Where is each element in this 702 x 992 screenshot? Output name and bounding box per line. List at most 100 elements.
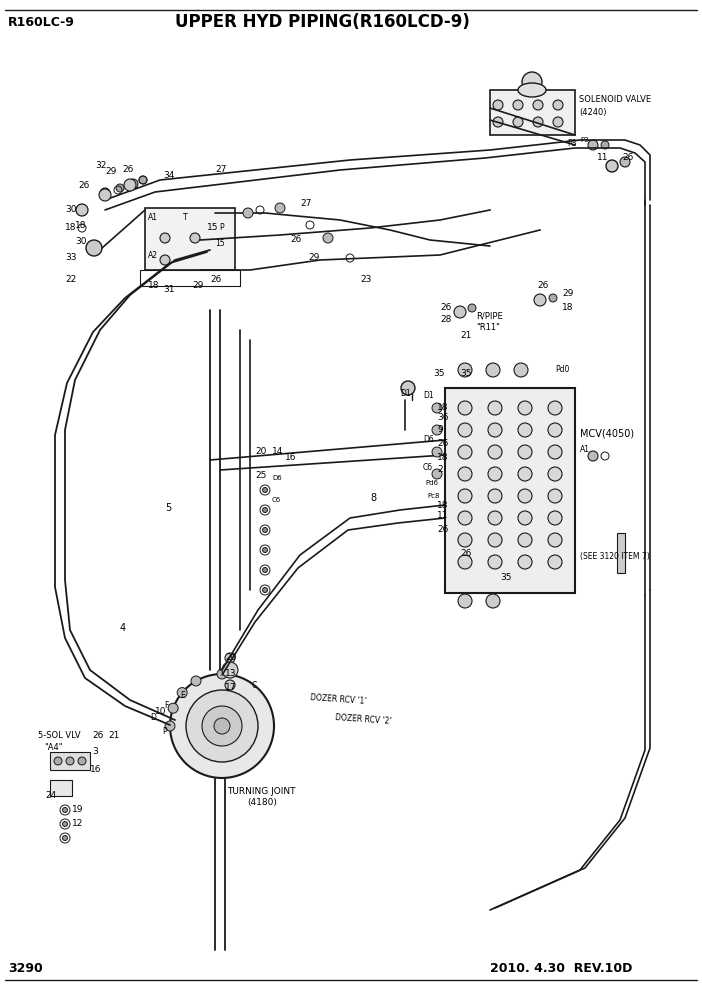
Circle shape xyxy=(488,533,502,547)
Circle shape xyxy=(260,545,270,555)
Circle shape xyxy=(263,587,267,592)
Text: 11: 11 xyxy=(437,512,449,521)
Text: 26: 26 xyxy=(290,235,301,244)
Circle shape xyxy=(458,363,472,377)
Text: (4180): (4180) xyxy=(247,799,277,807)
Text: 26: 26 xyxy=(440,304,451,312)
Text: E: E xyxy=(180,691,185,700)
Text: A1: A1 xyxy=(148,213,158,222)
Circle shape xyxy=(553,100,563,110)
Text: 35: 35 xyxy=(460,368,472,378)
Text: 28: 28 xyxy=(440,315,451,324)
Text: 32: 32 xyxy=(95,161,107,170)
Text: 26: 26 xyxy=(437,438,449,447)
Text: 18: 18 xyxy=(75,221,86,230)
Circle shape xyxy=(62,835,67,840)
Text: D6: D6 xyxy=(272,475,282,481)
Circle shape xyxy=(518,445,532,459)
Circle shape xyxy=(548,511,562,525)
Circle shape xyxy=(260,525,270,535)
Circle shape xyxy=(488,511,502,525)
Circle shape xyxy=(486,594,500,608)
Text: SOLENOID VALVE: SOLENOID VALVE xyxy=(579,95,651,104)
Text: A2: A2 xyxy=(148,252,158,261)
Circle shape xyxy=(518,511,532,525)
Circle shape xyxy=(486,363,500,377)
Circle shape xyxy=(168,703,178,713)
Text: TURNING JOINT: TURNING JOINT xyxy=(227,787,296,796)
Bar xyxy=(145,208,235,270)
Text: 29: 29 xyxy=(562,290,574,299)
Text: 26: 26 xyxy=(622,153,633,162)
Circle shape xyxy=(225,653,235,663)
Text: 2: 2 xyxy=(437,465,443,474)
Circle shape xyxy=(263,567,267,572)
Text: Pc8: Pc8 xyxy=(427,493,439,499)
Text: 8: 8 xyxy=(370,493,376,503)
Circle shape xyxy=(549,294,557,302)
Circle shape xyxy=(62,807,67,812)
Text: D6: D6 xyxy=(423,435,434,444)
Text: 3290: 3290 xyxy=(8,961,43,974)
Bar xyxy=(445,388,575,593)
Text: 36: 36 xyxy=(437,414,449,423)
Text: (4240): (4240) xyxy=(579,107,607,116)
Circle shape xyxy=(260,485,270,495)
Text: 26: 26 xyxy=(122,166,133,175)
Circle shape xyxy=(533,100,543,110)
Text: 20: 20 xyxy=(225,654,237,663)
Text: D: D xyxy=(150,713,156,722)
Text: 13: 13 xyxy=(225,669,237,678)
Text: 21: 21 xyxy=(460,331,471,340)
Text: 18: 18 xyxy=(437,453,449,462)
Text: 27: 27 xyxy=(300,198,312,207)
Circle shape xyxy=(60,833,70,843)
Circle shape xyxy=(588,451,598,461)
Circle shape xyxy=(432,425,442,435)
Circle shape xyxy=(458,401,472,415)
Text: 15: 15 xyxy=(215,238,225,247)
Text: (SEE 3120 ITEM 7): (SEE 3120 ITEM 7) xyxy=(580,552,650,560)
Circle shape xyxy=(401,381,415,395)
Circle shape xyxy=(260,505,270,515)
Text: Pd6: Pd6 xyxy=(425,480,438,486)
Text: 29: 29 xyxy=(192,281,204,290)
Circle shape xyxy=(432,403,442,413)
Circle shape xyxy=(165,721,175,731)
Text: 34: 34 xyxy=(163,171,174,180)
Text: 20: 20 xyxy=(255,447,266,456)
Text: R/PIPE: R/PIPE xyxy=(476,311,503,320)
Circle shape xyxy=(518,467,532,481)
Bar xyxy=(490,90,575,135)
Circle shape xyxy=(186,690,258,762)
Text: 30: 30 xyxy=(75,237,86,246)
Text: 5-SOL VLV: 5-SOL VLV xyxy=(38,730,81,739)
Circle shape xyxy=(518,401,532,415)
Text: UPPER HYD PIPING(R160LCD-9): UPPER HYD PIPING(R160LCD-9) xyxy=(175,13,470,31)
Text: F: F xyxy=(164,701,168,710)
Circle shape xyxy=(124,179,136,191)
Text: P3: P3 xyxy=(567,139,576,148)
Text: R160LC-9: R160LC-9 xyxy=(8,16,75,29)
Circle shape xyxy=(263,508,267,513)
Circle shape xyxy=(275,203,285,213)
Text: 29: 29 xyxy=(105,168,117,177)
Text: 26: 26 xyxy=(92,731,103,740)
Circle shape xyxy=(260,585,270,595)
Text: T: T xyxy=(183,213,187,222)
Text: P: P xyxy=(162,726,166,735)
Text: "A4": "A4" xyxy=(44,742,62,752)
Text: 27: 27 xyxy=(215,166,226,175)
Text: 24: 24 xyxy=(45,792,56,801)
Text: C: C xyxy=(252,682,257,690)
Circle shape xyxy=(488,423,502,437)
Circle shape xyxy=(458,594,472,608)
Bar xyxy=(617,533,625,573)
Text: MCV(4050): MCV(4050) xyxy=(580,428,634,438)
Ellipse shape xyxy=(518,83,546,97)
Text: 26: 26 xyxy=(437,526,449,535)
Text: 14: 14 xyxy=(272,447,284,456)
Text: 22: 22 xyxy=(65,276,77,285)
Text: 3: 3 xyxy=(92,748,98,757)
Text: P3: P3 xyxy=(580,137,588,143)
